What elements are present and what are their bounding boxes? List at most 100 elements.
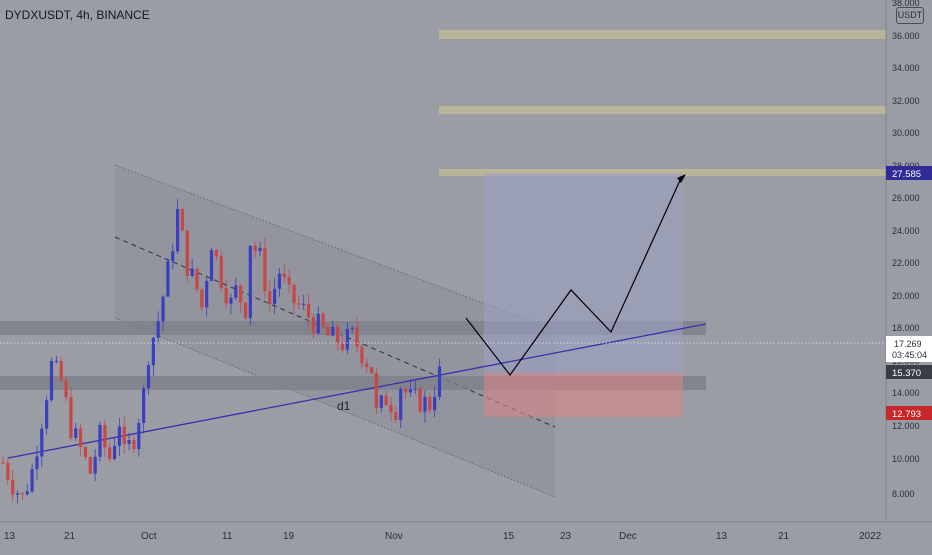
candle-body [350,327,354,329]
resistance-band-28[interactable] [439,169,886,176]
candle-body [93,456,97,474]
candle-body [282,273,286,277]
candle-body [88,457,92,474]
time-tick: Nov [385,531,403,542]
candle-body [263,247,267,292]
candle-body [258,247,262,252]
candle-body [35,456,39,470]
position-profit-zone[interactable] [484,173,683,375]
time-tick: Oct [141,531,157,542]
candle-body [122,426,126,445]
candle-body [69,397,73,438]
candle-body [185,230,189,276]
candle-body [171,251,175,262]
candle-body [311,317,315,334]
candle-body [384,395,388,406]
candle-body [379,395,383,408]
candle-body [321,313,325,327]
candle-body [11,479,15,495]
candle-body [374,373,379,408]
channel-lower-line[interactable] [114,317,556,498]
time-tick: 23 [560,531,572,542]
time-axis[interactable] [0,522,932,550]
projected-path[interactable] [465,175,683,377]
price-tick: 14.000 [892,388,920,398]
price-axis-ticks: 38.000 36.000 34.000 32.000 30.000 28.00… [892,0,920,499]
price-tick: 18.000 [892,323,920,333]
candle-body [413,388,417,390]
candle-body [394,412,398,420]
candle-body [132,440,136,450]
candle-body [248,245,252,318]
target-price-label: 27.585 [892,169,921,180]
candlestick-series[interactable] [1,199,442,504]
candle-body [302,303,306,305]
time-tick: 21 [778,531,790,542]
candle-body [112,445,117,460]
symbol-title[interactable]: DYDXUSDT, 4h, BINANCE [5,8,150,22]
candle-body [292,284,296,304]
price-tick: 10.000 [892,454,920,464]
candle-body [403,388,408,393]
time-tick: 13 [716,531,728,542]
candle-body [40,428,44,457]
time-tick: 2022 [859,531,882,542]
price-axis[interactable] [886,0,932,522]
time-tick: 11 [222,531,233,542]
candle-body [74,428,78,438]
price-tick: 22.000 [892,258,920,268]
price-tick: 12.000 [892,421,920,431]
candle-body [234,285,238,298]
candle-body [161,296,165,322]
candle-body [117,426,121,446]
candle-body [205,280,209,308]
candle-body [64,380,68,398]
candle-body [195,268,199,290]
channel-mid-line[interactable] [114,236,556,428]
position-loss-zone[interactable] [484,373,683,417]
candle-body [273,288,277,304]
candle-body [30,469,34,492]
time-tick: 13 [4,531,16,542]
candle-body [209,250,214,281]
price-tick: 20.000 [892,291,920,301]
resistance-band-36[interactable] [439,30,886,39]
last-price-label: 17.269 [894,339,922,349]
candle-body [45,400,49,429]
time-tick: 21 [64,531,76,542]
candle-body [389,405,393,413]
candle-body [331,326,335,336]
candle-body [214,250,218,257]
currency-unit-button[interactable]: USDT [896,7,924,24]
candle-body [340,343,345,350]
candle-body [428,396,432,411]
annotation-d1[interactable]: d1 [337,399,351,413]
target-price-tag[interactable] [886,166,932,180]
resistance-band-31[interactable] [439,106,886,114]
time-tick: 15 [503,531,515,542]
candle-body [146,365,151,389]
last-price-tag[interactable] [886,336,932,362]
entry-price-tag[interactable] [886,365,932,379]
candle-body [180,209,185,231]
candle-body [49,360,54,401]
price-tick: 32.000 [892,96,920,106]
stop-price-tag[interactable] [886,406,932,420]
candle-body [176,209,180,252]
price-tick: 24.000 [892,226,920,236]
candle-body [83,447,88,458]
candle-body [365,363,369,368]
bar-countdown-label: 03:45:04 [892,350,927,360]
price-tick: 38.000 [892,0,920,8]
candle-body [229,297,233,304]
channel-upper-line[interactable] [114,164,556,331]
price-tick: 36.000 [892,31,920,41]
candle-body [127,440,131,445]
candle-body [326,326,330,336]
candle-body [98,424,102,457]
candle-body [156,321,160,338]
stop-price-label: 12.793 [892,409,921,420]
price-tick: 30.000 [892,128,920,138]
